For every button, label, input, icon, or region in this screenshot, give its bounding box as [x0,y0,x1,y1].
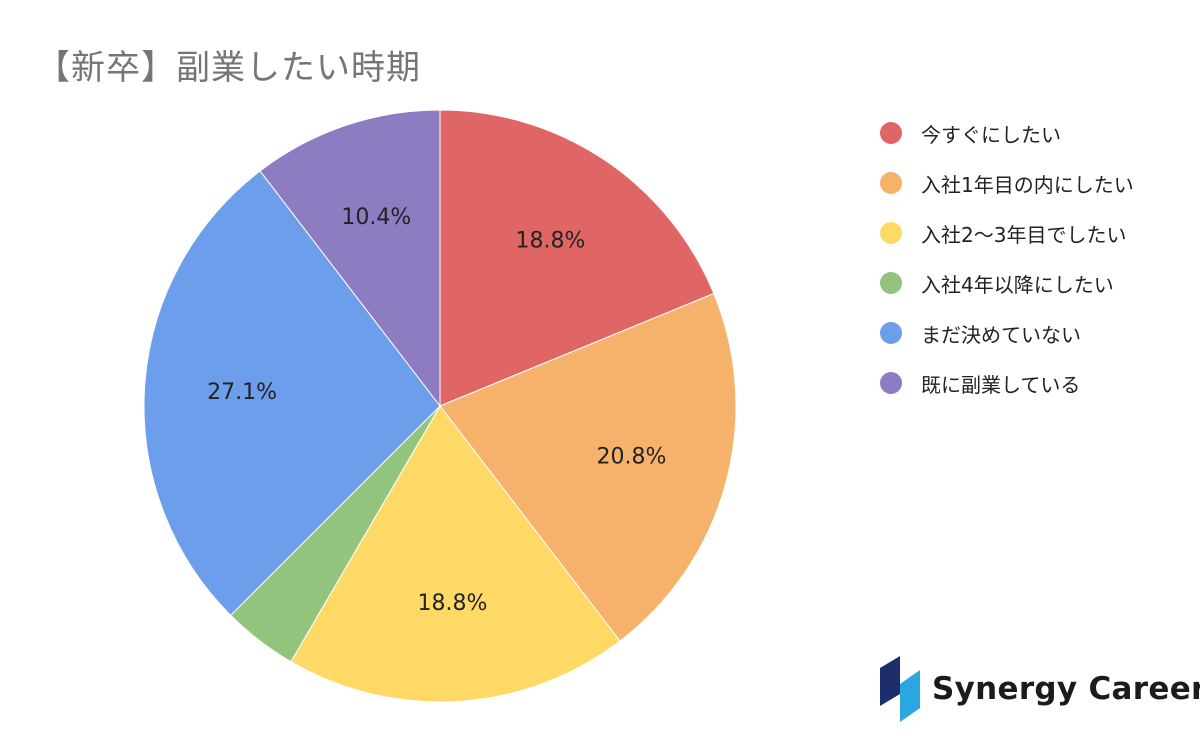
legend-label: 入社2～3年目でしたい [921,222,1127,247]
legend-item-0: 今すぐにしたい [880,108,1134,158]
logo-mark-icon [880,656,920,722]
legend-item-3: 入社4年以降にしたい [880,258,1134,308]
slice-label-4: 27.1% [207,380,277,405]
pie-slice-2 [290,405,621,703]
legend-label: 今すぐにしたい [921,122,1061,147]
legend-swatch [880,372,902,394]
logo-text: Synergy Career [932,671,1200,707]
legend-swatch [880,222,902,244]
legend-swatch [880,122,902,144]
legend-label: 既に副業している [921,372,1081,397]
slice-label-0: 18.8% [515,228,585,253]
chart-title: 【新卒】副業したい時期 [36,48,421,88]
legend-item-5: 既に副業している [880,358,1134,408]
legend-swatch [880,272,902,294]
pie-slice-4 [143,170,441,617]
synergy-career-logo: Synergy Career [880,656,1200,722]
legend-label: まだ決めていない [921,322,1081,347]
legend: 今すぐにしたい入社1年目の内にしたい 入社2～3年目でしたい 入社4年以降にしたいま… [880,108,1134,408]
slice-label-2: 18.8% [418,591,488,616]
legend-swatch [880,172,902,194]
pie-slice-1 [439,292,737,642]
pie-slice-5 [259,109,441,408]
slice-label-1: 20.8% [597,445,667,470]
legend-item-1: 入社1年目の内にしたい [880,158,1134,208]
slice-label-5: 10.4% [341,205,411,230]
legend-item-2: 入社2～3年目でしたい [880,208,1134,258]
legend-label: 入社1年目の内にしたい [921,172,1134,197]
legend-swatch [880,322,902,344]
legend-label: 入社4年以降にしたい [921,272,1114,297]
pie-slice-0 [439,109,715,407]
legend-item-4: まだ決めていない [880,308,1134,358]
